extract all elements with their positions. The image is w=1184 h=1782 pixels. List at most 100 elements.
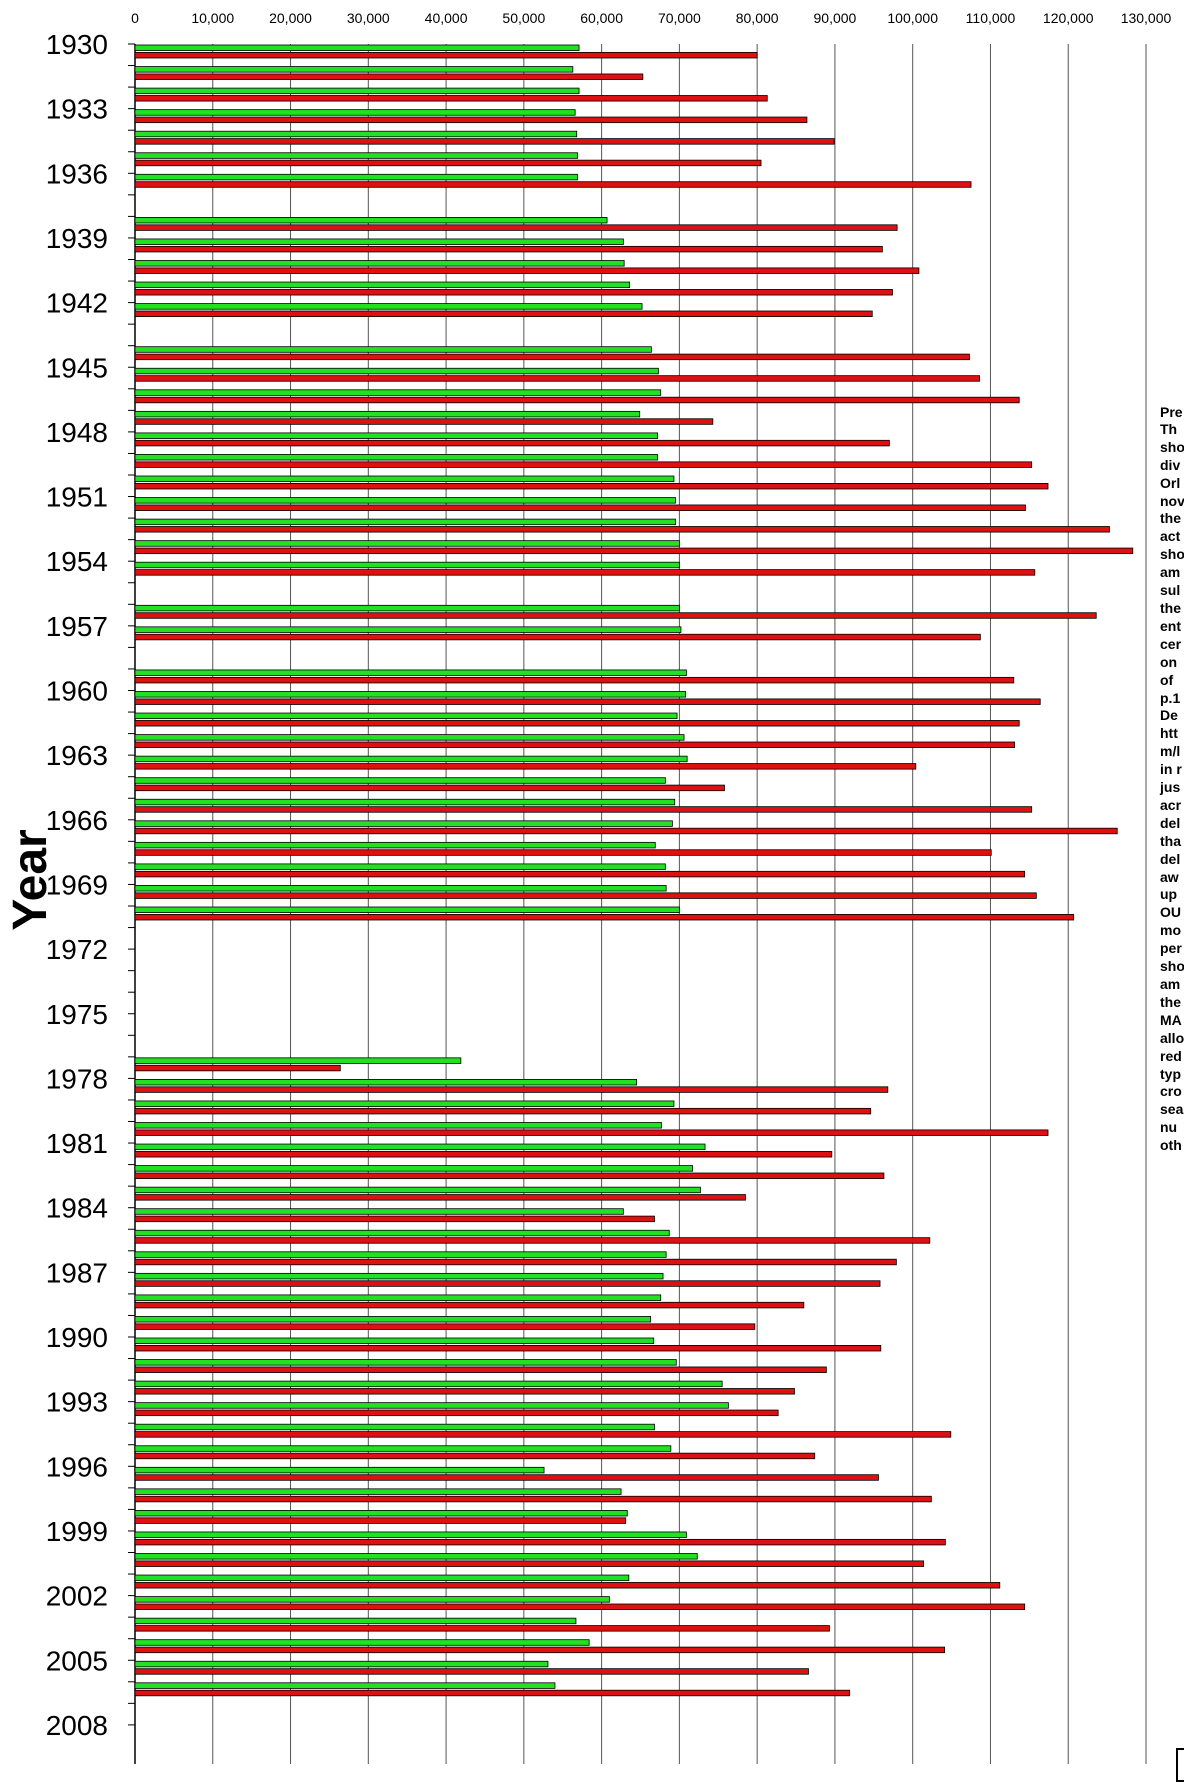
bar xyxy=(134,73,644,80)
y-tick-label: 1960 xyxy=(46,676,108,707)
bar xyxy=(134,777,666,784)
bar xyxy=(134,720,1020,727)
bar xyxy=(134,1625,830,1632)
bar xyxy=(134,1122,662,1129)
bar xyxy=(134,755,688,763)
bar xyxy=(134,95,768,102)
bar xyxy=(134,784,725,792)
y-tick-label: 2005 xyxy=(46,1645,108,1676)
bar xyxy=(134,712,678,720)
bar xyxy=(134,1165,694,1172)
bar xyxy=(134,1294,662,1301)
bar xyxy=(134,52,758,59)
bar xyxy=(134,245,883,253)
bar xyxy=(134,504,1026,511)
x-tick-label: 20,000 xyxy=(269,10,312,26)
y-tick-label: 1930 xyxy=(46,29,108,60)
bar xyxy=(134,1445,672,1452)
bar xyxy=(134,676,1015,684)
y-axis-label: Year xyxy=(4,829,57,930)
bar xyxy=(134,1582,1001,1589)
y-tick-label: 1942 xyxy=(46,288,108,319)
bar xyxy=(134,1186,701,1194)
bar xyxy=(134,1229,670,1237)
bar xyxy=(134,885,667,892)
x-axis-tick-labels: 0 10,000 20,000 30,000 40,000 50,000 60,000 70,… xyxy=(131,10,1171,26)
bar xyxy=(134,461,1033,468)
bar xyxy=(134,870,1026,878)
y-tick-label: 1972 xyxy=(46,934,108,965)
bar xyxy=(134,1359,677,1366)
bar xyxy=(134,1668,809,1675)
bar xyxy=(134,1064,341,1072)
x-tick-label: 100,000 xyxy=(887,10,938,26)
bar xyxy=(134,281,631,289)
y-tick-label: 1933 xyxy=(46,94,108,125)
bar xyxy=(134,1452,816,1460)
bar xyxy=(134,1345,882,1352)
bar xyxy=(134,475,675,482)
bar xyxy=(134,152,578,159)
bar xyxy=(134,540,680,547)
side-note-title: Pre xyxy=(1160,404,1183,420)
y-tick-label: 1957 xyxy=(46,611,108,642)
bar xyxy=(134,1517,627,1524)
bar xyxy=(134,353,970,361)
vertical-gridlines xyxy=(134,44,1147,1764)
bar xyxy=(134,1538,946,1546)
bar xyxy=(134,1172,885,1179)
bar xyxy=(134,238,624,245)
bar xyxy=(134,1316,652,1323)
bar xyxy=(134,518,676,526)
y-tick-label: 1954 xyxy=(46,546,108,577)
bar xyxy=(134,914,1075,921)
y-tick-label: 2008 xyxy=(46,1710,108,1741)
bar xyxy=(134,173,578,181)
bar xyxy=(134,1251,667,1258)
bar xyxy=(134,289,893,296)
bar xyxy=(134,1574,630,1582)
bar xyxy=(134,827,1118,835)
bar xyxy=(134,906,680,913)
bar xyxy=(134,181,972,188)
bar xyxy=(134,1596,610,1603)
bar xyxy=(134,1639,590,1646)
bar xyxy=(134,1237,931,1244)
y-tick-label: 1966 xyxy=(46,805,108,836)
bar xyxy=(134,734,685,741)
bar xyxy=(134,1474,879,1481)
bar xyxy=(134,841,656,849)
bar xyxy=(134,1380,723,1388)
bar xyxy=(134,396,1020,404)
y-tick-label: 1981 xyxy=(46,1128,108,1159)
bar xyxy=(134,892,1037,899)
bar xyxy=(134,66,574,73)
bar xyxy=(134,224,898,231)
bar xyxy=(134,1402,729,1409)
bar xyxy=(134,1553,698,1560)
bar xyxy=(134,561,680,569)
bar xyxy=(134,1057,462,1064)
bar xyxy=(134,367,659,375)
bar xyxy=(134,116,808,124)
bar xyxy=(134,547,1134,555)
bar xyxy=(134,633,981,641)
bar xyxy=(134,669,687,676)
bar xyxy=(134,1100,675,1107)
bar xyxy=(134,1682,556,1689)
bar xyxy=(134,626,682,633)
bar xyxy=(134,1423,655,1431)
x-tick-label: 40,000 xyxy=(425,10,468,26)
bar xyxy=(134,1107,872,1115)
bar xyxy=(134,1079,638,1086)
bar xyxy=(134,1272,664,1280)
x-tick-label: 120,000 xyxy=(1043,10,1094,26)
bar xyxy=(134,87,580,95)
y-tick-label: 1987 xyxy=(46,1257,108,1288)
y-tick-label: 1999 xyxy=(46,1516,108,1547)
bar xyxy=(134,1409,779,1417)
bar xyxy=(134,569,1036,576)
bar xyxy=(134,482,1049,490)
bar xyxy=(134,1280,881,1287)
bar xyxy=(134,44,580,51)
